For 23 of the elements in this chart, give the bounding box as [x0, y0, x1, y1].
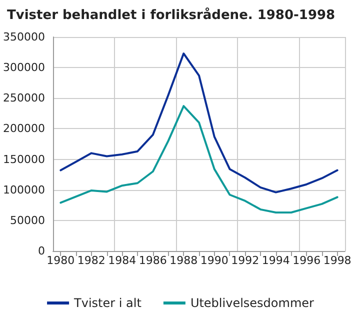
y-tick-label: 150000 [2, 152, 45, 166]
x-tick-label: 1990 [200, 254, 228, 267]
y-tick-label: 300000 [2, 61, 45, 74]
x-tick-label: 1980 [46, 254, 75, 267]
x-tick-label: 1988 [170, 254, 198, 267]
y-tick-label: 50000 [10, 214, 45, 227]
line-series [60, 105, 338, 214]
chart-title: Tvister behandlet i forliksrådene. 1980-1998 [7, 7, 336, 23]
x-tick-label: 1994 [262, 254, 290, 267]
y-tick-label: 100000 [2, 183, 45, 196]
y-tick-label: 350000 [2, 30, 45, 44]
x-tick-label: 1992 [231, 254, 260, 267]
x-tick-label: 1984 [108, 254, 136, 267]
x-tick-label: 1982 [77, 254, 106, 267]
legend-label: Tvister i alt [73, 296, 142, 310]
x-tick-label: 1996 [292, 254, 321, 267]
y-tick-label: 200000 [2, 122, 45, 136]
y-tick-label: 250000 [2, 92, 45, 105]
legend-label: Uteblivelsesdommer [190, 296, 314, 310]
x-tick-label: 1998 [323, 254, 352, 267]
y-tick-label: 0 [38, 244, 45, 258]
x-tick-label: 1986 [138, 254, 167, 267]
line-series [60, 52, 338, 194]
